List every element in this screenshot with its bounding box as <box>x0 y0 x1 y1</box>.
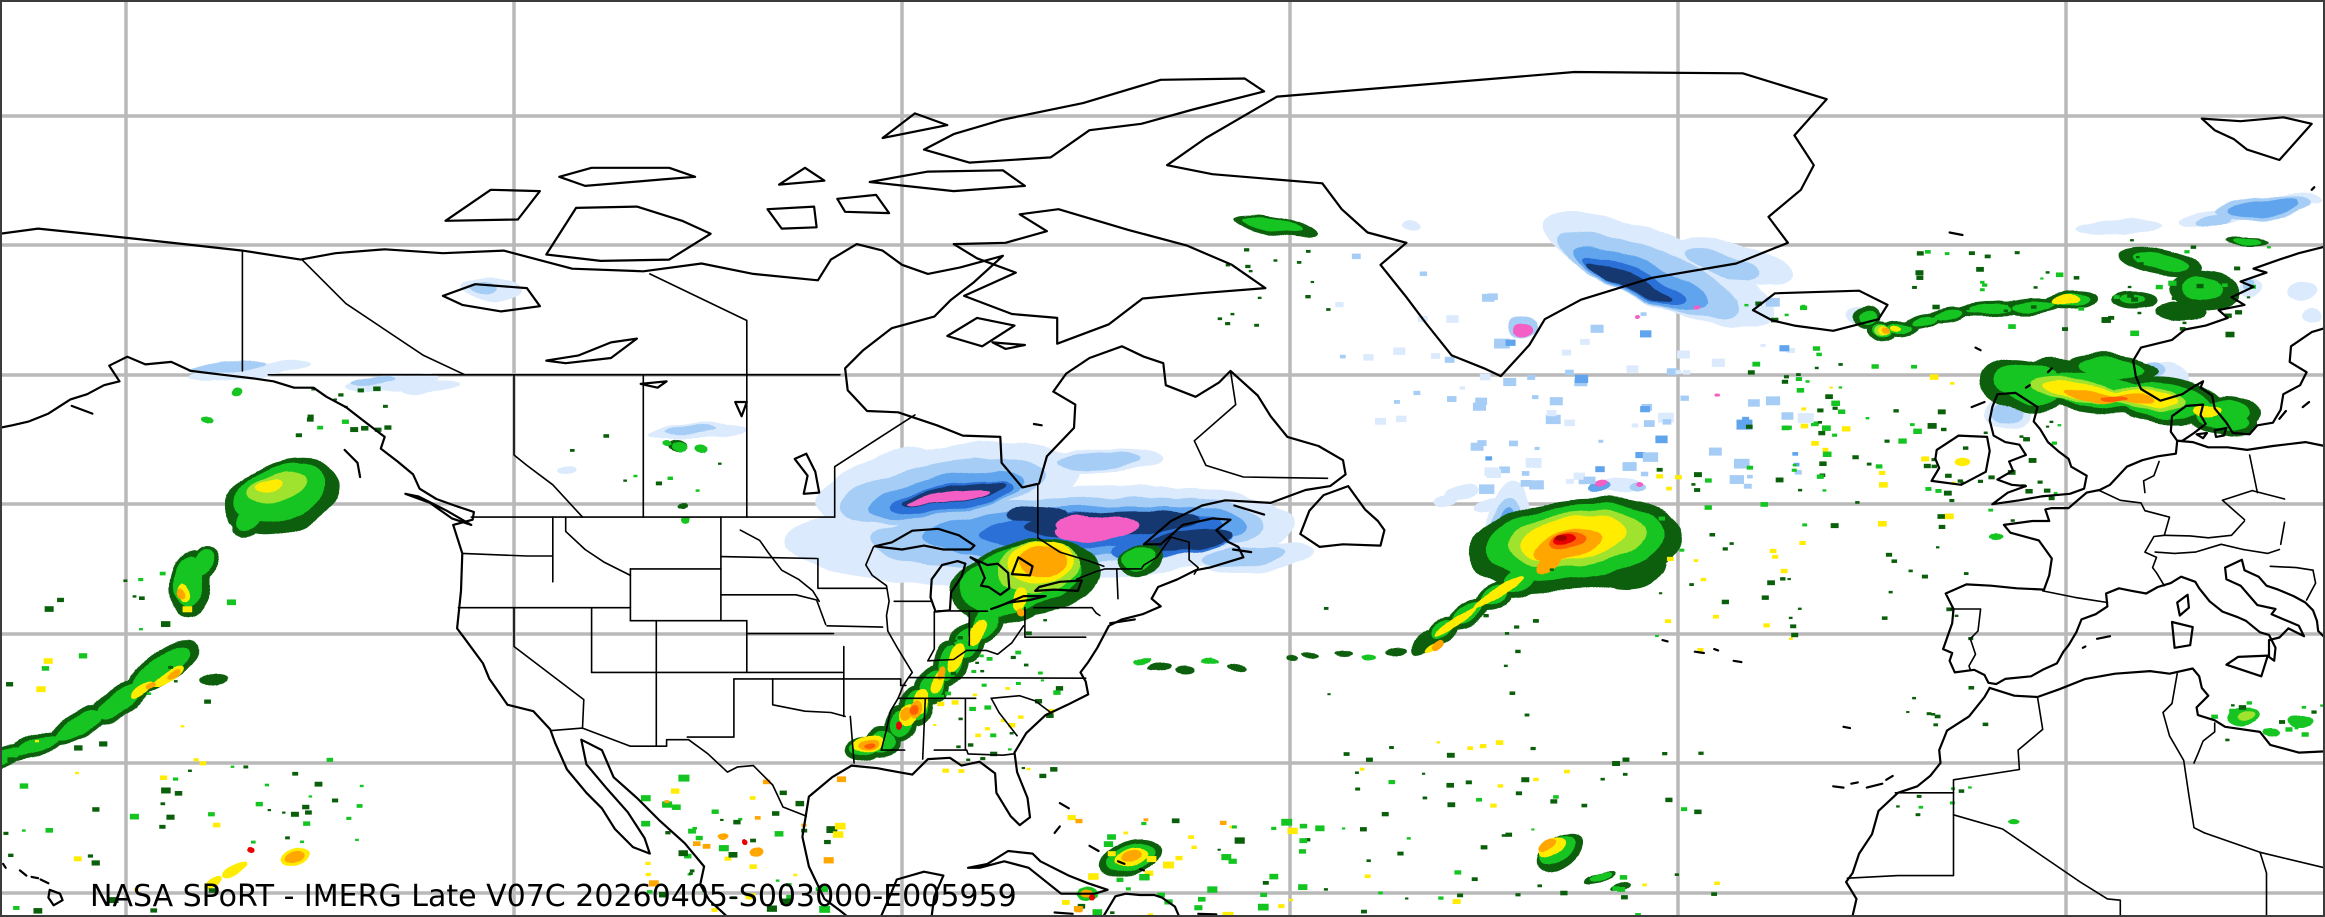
coastlines-layer <box>0 70 2325 917</box>
political-borders-layer <box>241 249 2325 917</box>
map-title: NASA SPoRT - IMERG Late V07C 20260405-S0… <box>90 879 1017 914</box>
precip-speckles <box>3 239 2325 917</box>
precipitation-layer <box>0 194 2325 917</box>
